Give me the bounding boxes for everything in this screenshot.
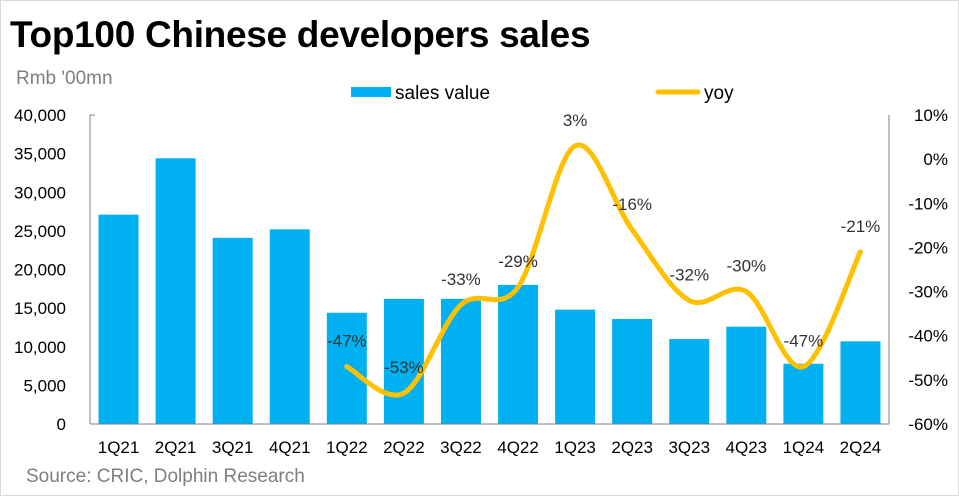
x-tick-label: 3Q21 <box>212 438 254 457</box>
x-tick-label: 2Q21 <box>155 438 197 457</box>
yoy-data-label: 3% <box>563 111 588 130</box>
right-tick-label: 0% <box>923 150 948 169</box>
yoy-data-label: -47% <box>784 332 824 351</box>
yoy-line <box>344 142 863 398</box>
x-tick-label: 3Q22 <box>440 438 482 457</box>
left-axis-unit: Rmb '00mn <box>16 68 113 89</box>
yoy-data-label: -29% <box>498 252 538 271</box>
x-tick-label: 1Q24 <box>783 438 825 457</box>
bar-2Q22 <box>383 298 424 424</box>
yoy-data-label: -32% <box>669 265 709 284</box>
bar-1Q24 <box>783 363 824 424</box>
bar-4Q23 <box>726 326 767 424</box>
bar-2Q23 <box>612 318 653 424</box>
x-tick-label: 3Q23 <box>668 438 710 457</box>
x-tick-label: 1Q22 <box>326 438 368 457</box>
bar-2Q24 <box>840 341 881 424</box>
bar-4Q22 <box>498 284 539 424</box>
x-tick-label: 4Q22 <box>497 438 539 457</box>
right-tick-label: -50% <box>908 371 948 390</box>
yoy-data-label: -16% <box>612 195 652 214</box>
bar-4Q21 <box>269 229 310 424</box>
legend-swatch-sales <box>351 87 391 97</box>
x-tick-label: 2Q22 <box>383 438 425 457</box>
bar-3Q22 <box>440 298 481 424</box>
source-note: Source: CRIC, Dolphin Research <box>26 466 305 487</box>
x-tick-label: 4Q21 <box>269 438 311 457</box>
chart-title: Top100 Chinese developers sales <box>10 14 591 55</box>
yoy-data-label: -30% <box>726 257 766 276</box>
left-tick-label: 25,000 <box>14 222 66 241</box>
right-tick-label: -40% <box>908 327 948 346</box>
yoy-data-label: -21% <box>841 217 881 236</box>
bar-3Q21 <box>212 237 253 424</box>
left-tick-label: 35,000 <box>14 145 66 164</box>
bar-1Q23 <box>555 309 596 424</box>
left-tick-label: 20,000 <box>14 261 66 280</box>
yoy-data-label: -47% <box>327 332 367 351</box>
right-tick-label: -60% <box>908 415 948 434</box>
bar-1Q21 <box>98 214 139 424</box>
left-tick-label: 15,000 <box>14 299 66 318</box>
left-tick-label: 30,000 <box>14 183 66 202</box>
yoy-data-label: -33% <box>441 270 481 289</box>
bar-3Q23 <box>669 339 710 424</box>
legend: sales value yoy <box>351 83 734 104</box>
left-tick-label: 10,000 <box>14 338 66 357</box>
x-tick-label: 2Q24 <box>840 438 882 457</box>
left-tick-label: 5,000 <box>23 376 66 395</box>
x-tick-label: 2Q23 <box>611 438 653 457</box>
legend-label-sales: sales value <box>395 83 490 104</box>
x-tick-label: 1Q23 <box>554 438 596 457</box>
left-tick-label: 0 <box>57 415 66 434</box>
left-tick-label: 40,000 <box>14 106 66 125</box>
x-tick-label: 4Q23 <box>726 438 768 457</box>
bar-2Q21 <box>155 158 196 424</box>
right-tick-label: 10% <box>914 106 948 125</box>
right-tick-label: -20% <box>908 238 948 257</box>
right-tick-label: -10% <box>908 194 948 213</box>
legend-label-yoy: yoy <box>704 83 734 104</box>
yoy-data-label: -53% <box>384 358 424 377</box>
x-tick-label: 1Q21 <box>98 438 140 457</box>
right-tick-label: -30% <box>908 283 948 302</box>
